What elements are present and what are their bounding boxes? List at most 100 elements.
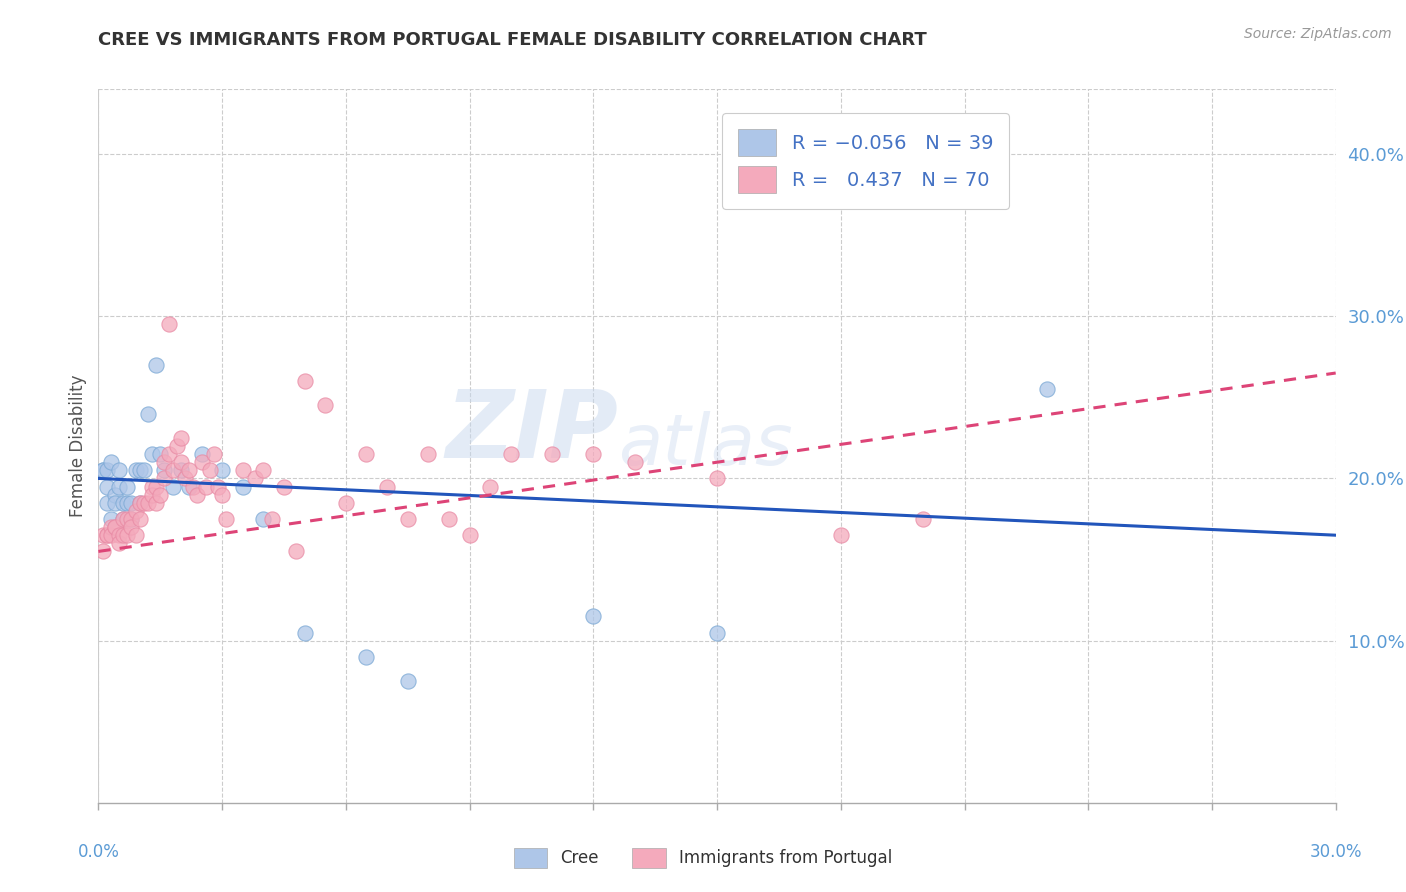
Point <box>479 479 502 493</box>
Point <box>190 447 212 461</box>
Point <box>96 528 118 542</box>
Point <box>136 496 159 510</box>
Point <box>104 488 127 502</box>
Text: 0.0%: 0.0% <box>77 843 120 861</box>
Point <box>132 496 155 510</box>
Point <box>141 488 163 502</box>
Legend: R = −0.056   N = 39, R =   0.437   N = 70: R = −0.056 N = 39, R = 0.437 N = 70 <box>723 113 1010 209</box>
Point <box>706 625 728 640</box>
Point <box>124 463 146 477</box>
Point <box>104 496 127 510</box>
Text: ZIP: ZIP <box>446 385 619 478</box>
Point <box>162 479 184 493</box>
Point <box>294 625 316 640</box>
Point <box>499 447 522 461</box>
Point <box>100 520 122 534</box>
Point <box>232 463 254 477</box>
Point <box>96 528 118 542</box>
Point <box>260 512 283 526</box>
Point <box>91 463 114 477</box>
Point <box>174 471 197 485</box>
Point <box>149 488 172 502</box>
Point <box>186 488 208 502</box>
Point <box>91 544 114 558</box>
Point <box>117 512 139 526</box>
Point <box>112 528 135 542</box>
Point <box>132 463 155 477</box>
Point <box>120 512 142 526</box>
Point <box>418 447 440 461</box>
Point <box>96 463 118 477</box>
Point <box>104 520 127 534</box>
Point <box>285 544 308 558</box>
Point <box>202 447 225 461</box>
Point <box>211 488 233 502</box>
Point <box>117 528 139 542</box>
Point <box>157 447 180 461</box>
Point <box>120 496 142 510</box>
Point <box>128 496 150 510</box>
Point <box>153 471 176 485</box>
Point <box>96 496 118 510</box>
Point <box>190 455 212 469</box>
Point <box>112 496 135 510</box>
Point <box>141 479 163 493</box>
Point <box>117 479 139 493</box>
Point <box>153 455 176 469</box>
Text: 30.0%: 30.0% <box>1309 843 1362 861</box>
Point <box>170 463 193 477</box>
Point <box>396 674 419 689</box>
Point <box>100 528 122 542</box>
Point <box>112 512 135 526</box>
Point <box>194 479 217 493</box>
Point <box>145 479 167 493</box>
Point <box>153 463 176 477</box>
Point <box>179 479 201 493</box>
Point <box>96 479 118 493</box>
Point <box>124 528 146 542</box>
Point <box>91 463 114 477</box>
Point <box>124 504 146 518</box>
Point <box>211 463 233 477</box>
Point <box>541 447 564 461</box>
Point <box>162 463 184 477</box>
Point <box>623 455 645 469</box>
Legend: Cree, Immigrants from Portugal: Cree, Immigrants from Portugal <box>508 841 898 875</box>
Point <box>912 512 935 526</box>
Point <box>128 463 150 477</box>
Point <box>582 609 605 624</box>
Point <box>335 496 357 510</box>
Point <box>104 520 127 534</box>
Point <box>243 471 266 485</box>
Text: Source: ZipAtlas.com: Source: ZipAtlas.com <box>1244 27 1392 41</box>
Point <box>108 479 131 493</box>
Point <box>458 528 481 542</box>
Point <box>437 512 460 526</box>
Point <box>128 512 150 526</box>
Point <box>149 447 172 461</box>
Point <box>108 528 131 542</box>
Text: atlas: atlas <box>619 411 793 481</box>
Point <box>108 536 131 550</box>
Point <box>706 471 728 485</box>
Point <box>215 512 238 526</box>
Point <box>252 463 274 477</box>
Point <box>252 512 274 526</box>
Point <box>141 447 163 461</box>
Point <box>582 447 605 461</box>
Point <box>170 431 193 445</box>
Point <box>108 463 131 477</box>
Y-axis label: Female Disability: Female Disability <box>69 375 87 517</box>
Point <box>830 528 852 542</box>
Point <box>181 479 204 493</box>
Point <box>170 455 193 469</box>
Point <box>314 399 336 413</box>
Point <box>145 496 167 510</box>
Text: CREE VS IMMIGRANTS FROM PORTUGAL FEMALE DISABILITY CORRELATION CHART: CREE VS IMMIGRANTS FROM PORTUGAL FEMALE … <box>98 31 927 49</box>
Point <box>128 496 150 510</box>
Point <box>375 479 398 493</box>
Point <box>157 318 180 332</box>
Point <box>356 447 378 461</box>
Point <box>166 439 188 453</box>
Point <box>207 479 229 493</box>
